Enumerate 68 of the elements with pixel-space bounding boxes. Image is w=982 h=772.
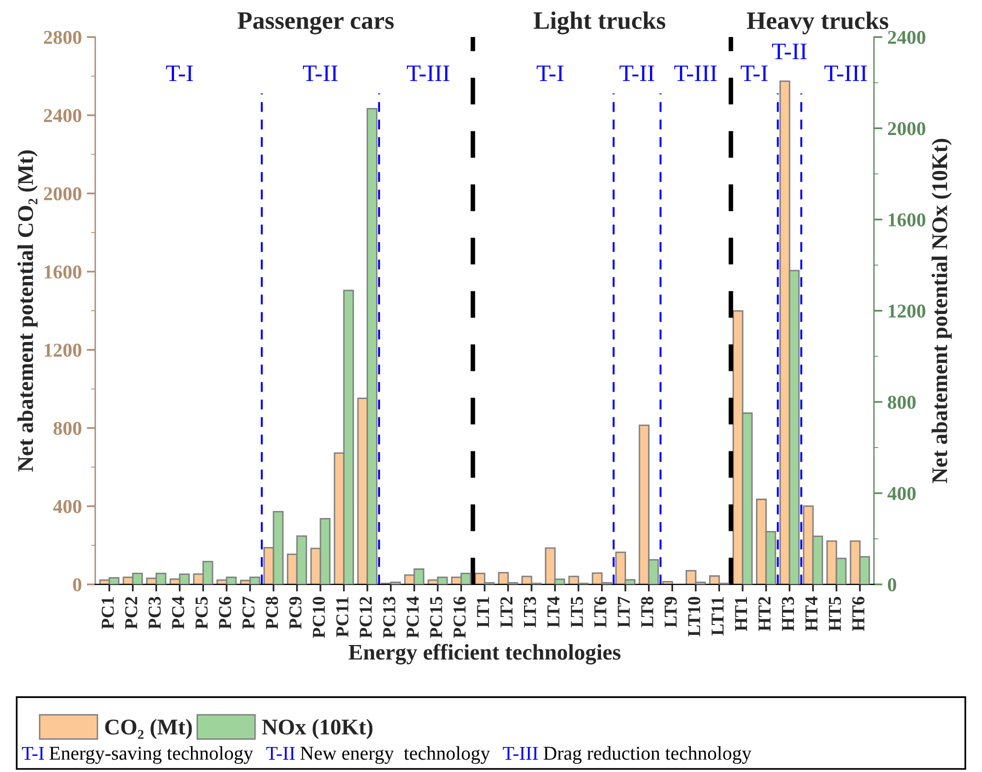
y-tick-label: 1200 [44,344,82,357]
x-axis-title: Energy efficient technologies [348,644,620,664]
annotation: T-II [772,44,807,60]
x-tick-label: HT5 [828,596,841,632]
legend-label: CO₂ (Mt) [105,718,192,740]
text: Passenger cars [238,12,394,34]
y-tick-label: 1600 [44,265,82,279]
x-tick-label: LT11 [712,597,724,636]
x-tick-label: PC14 [406,596,419,638]
y-tick-label: 2000 [44,187,82,200]
y2-tick-label: 2000 [888,122,926,136]
x-tick-label: HT3 [782,596,794,632]
legend-label: NOx (10Kt) [262,718,372,740]
text: Light trucks [534,11,666,34]
x-tick-label: PC9 [289,596,302,629]
x-tick-label: PC4 [172,596,184,629]
x-tick-label: LT5 [570,596,583,628]
y-tick-label: 2800 [44,30,82,44]
x-tick-label: PC15 [430,596,442,638]
x-tick-label: PC2 [125,596,138,629]
x-tick-label: HT6 [852,596,864,632]
y2-tick-label: 1200 [888,304,926,318]
y2-tick-label: 0 [888,578,896,592]
y-tick-label: 2400 [44,109,82,122]
y2-axis-title: Net abatement potential NOx (10Kt) [932,138,952,484]
y-tick-label: 800 [54,422,82,435]
annotation: T-I [166,66,193,82]
x-tick-label: LT4 [547,596,560,628]
y2-tick-label: 800 [888,396,916,409]
text: Heavy trucks [746,12,888,34]
y-tick-label: 0 [73,578,82,592]
x-tick-label: LT2 [500,596,512,628]
x-tick-label: PC3 [148,596,161,629]
x-tick-label: PC5 [196,596,208,629]
x-tick-label: LT7 [618,596,630,628]
annotation: T-II [620,66,654,82]
text: T-III Drag reduction technology [502,746,752,764]
x-tick-label: LT1 [477,597,489,628]
x-tick-label: PC13 [383,596,396,638]
x-tick-label: PC7 [242,596,255,629]
x-tick-label: PC11 [336,597,348,638]
annotation: T-III [824,66,867,82]
x-tick-label: LT8 [641,596,654,628]
annotation: T-II [302,66,338,82]
annotation: T-III [406,66,450,82]
x-tick-label: PC8 [266,596,278,629]
x-tick-label: LT9 [664,596,677,628]
x-tick-label: HT4 [805,596,818,632]
text: T-I Energy-saving technology [22,746,254,764]
x-tick-label: PC1 [102,597,114,629]
x-tick-label: LT6 [594,596,606,628]
y2-tick-label: 1600 [888,213,926,226]
y2-tick-label: 2400 [888,30,926,44]
y2-tick-label: 400 [887,486,916,500]
x-tick-label: HT2 [758,596,770,632]
x-tick-label: HT1 [735,597,747,632]
x-tick-label: PC16 [454,596,466,638]
annotation: T-I [740,66,768,82]
x-tick-label: PC10 [312,596,325,638]
text: T-II New energy technology [266,746,490,764]
y-axis-title: Net abatement potential CO₂ (Mt) [17,150,38,472]
x-tick-label: LT3 [524,596,536,628]
annotation: T-I [536,66,564,82]
x-tick-label: PC12 [360,596,372,638]
y-tick-label: 400 [53,500,82,514]
annotation: T-III [674,66,717,82]
x-tick-label: LT10 [688,596,700,636]
x-tick-label: PC6 [218,596,232,629]
